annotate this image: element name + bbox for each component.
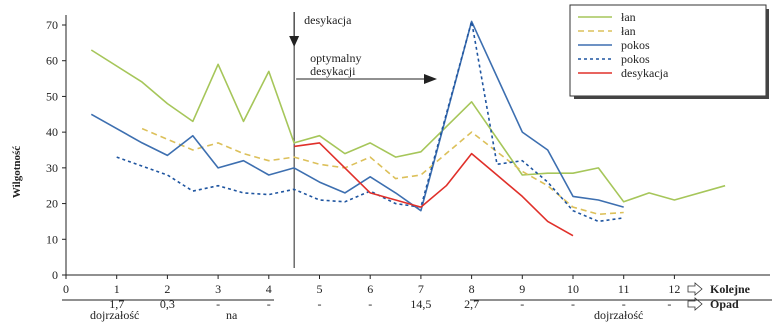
x-tick-label: 1 xyxy=(114,282,120,296)
series-line-1 xyxy=(90,49,726,203)
legend-box xyxy=(569,4,767,97)
x-tick-label: 5 xyxy=(317,282,323,296)
y-ticks: 0 10 20 30 40 50 60 70 xyxy=(46,18,66,282)
opad-values: 1,7 0,3- - - -14,5 2,7- - - - xyxy=(109,297,671,311)
series-line-2 xyxy=(141,127,624,216)
x-tick-label: 8 xyxy=(469,282,475,296)
kolejne-arrow-icon xyxy=(687,282,703,296)
y-tick-label: 40 xyxy=(46,125,58,139)
bottom-rows: Kolejne Opad 1,7 0,3- - - -14,5 2,7- - - - dojrz… xyxy=(62,282,772,322)
legend-shadow-right xyxy=(766,9,769,99)
opad-value: - xyxy=(267,297,271,311)
legend-entry-2: łan xyxy=(621,24,636,38)
x-tick-label: 9 xyxy=(519,282,525,296)
opad-label: Opad xyxy=(710,297,739,311)
legend-entry-3: pokos xyxy=(621,38,650,52)
legend-shadow-bottom xyxy=(574,96,769,99)
opad-value: - xyxy=(216,297,220,311)
maturity-left-label: dojrzałość xyxy=(90,308,139,322)
optimal-arrow-head xyxy=(424,74,437,84)
x-tick-label: 6 xyxy=(367,282,373,296)
maturity-right-label: dojrzałość xyxy=(594,308,643,322)
series-line-5 xyxy=(293,142,574,237)
desiccation-label: desykacja xyxy=(304,13,352,27)
desiccation-arrow-head xyxy=(289,36,300,47)
x-tick-label: 10 xyxy=(567,282,579,296)
series-line-3 xyxy=(90,20,624,212)
legend-entry-5: desykacja xyxy=(621,66,669,80)
legend-entry-1: łan xyxy=(621,10,636,24)
axes xyxy=(65,15,770,276)
x-tick-label: 12 xyxy=(668,282,680,296)
opad-value: - xyxy=(667,297,671,311)
y-tick-label: 10 xyxy=(46,232,58,246)
maturity-left-label-2: na xyxy=(226,308,238,322)
opad-value: 14,5 xyxy=(410,297,431,311)
opad-value: - xyxy=(368,297,372,311)
opad-value: - xyxy=(571,297,575,311)
y-axis-label: Wilgotność xyxy=(11,146,23,198)
kolejne-label: Kolejne xyxy=(710,282,751,296)
opad-value: - xyxy=(318,297,322,311)
x-ticks: 0 1 2 3 4 5 6 7 8 9 10 11 12 xyxy=(63,275,680,296)
y-tick-label: 20 xyxy=(46,197,58,211)
x-tick-label: 3 xyxy=(215,282,221,296)
series-line-4 xyxy=(116,20,624,223)
opad-value: - xyxy=(520,297,524,311)
x-tick-label: 7 xyxy=(418,282,424,296)
optimal-label-line-2: desykacji xyxy=(310,64,356,78)
x-tick-label: 2 xyxy=(164,282,170,296)
y-tick-label: 70 xyxy=(46,18,58,32)
y-tick-label: 60 xyxy=(46,54,58,68)
x-tick-label: 0 xyxy=(63,282,69,296)
optimal-label-line-1: optymalny xyxy=(310,51,361,65)
x-tick-label: 11 xyxy=(618,282,630,296)
y-tick-label: 0 xyxy=(52,268,58,282)
series-lines xyxy=(90,20,726,237)
legend-entry-4: pokos xyxy=(621,52,650,66)
opad-value: 2,7 xyxy=(464,297,479,311)
y-tick-label: 30 xyxy=(46,161,58,175)
opad-value: - xyxy=(622,297,626,311)
opad-value: 0,3 xyxy=(160,297,175,311)
desiccation-annotation: desykacja optymalny desykacji xyxy=(289,12,437,268)
x-tick-label: 4 xyxy=(266,282,272,296)
hollow-arrow-shape xyxy=(687,282,703,296)
y-tick-label: 50 xyxy=(46,89,58,103)
